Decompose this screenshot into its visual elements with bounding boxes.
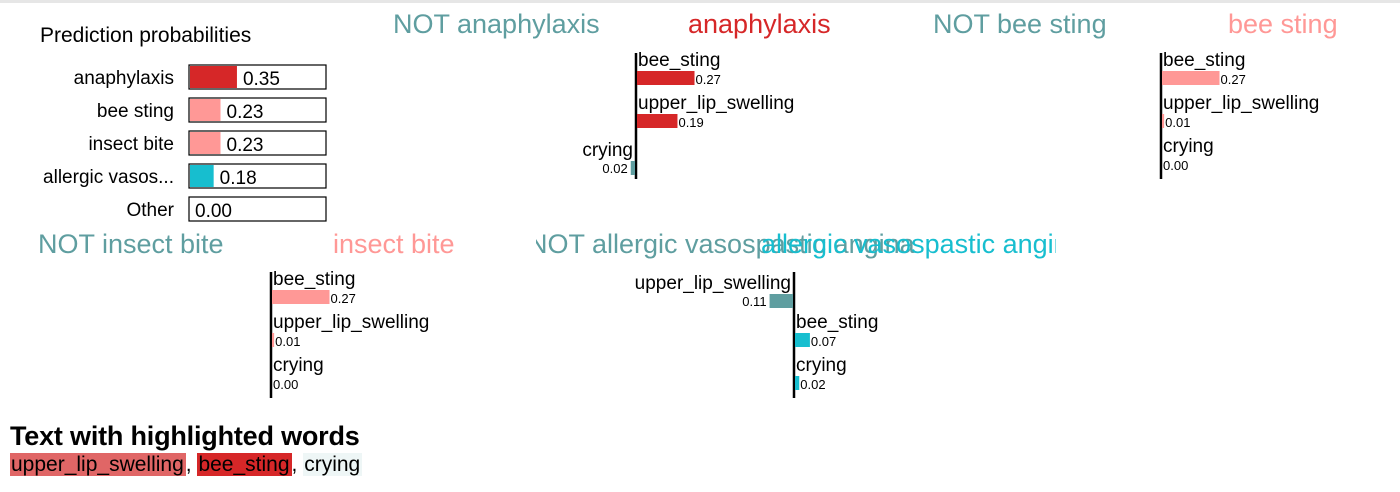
prob-value-label: 0.23 <box>227 102 264 123</box>
feature-value: 0.27 <box>331 291 356 306</box>
feature-value: 0.01 <box>1165 115 1190 130</box>
feature-value: 0.02 <box>800 377 825 392</box>
feature-value: 0.00 <box>1163 158 1188 173</box>
prob-title: Prediction probabilities <box>40 24 251 47</box>
feature-name: upper_lip_swelling <box>273 312 429 333</box>
not-class-title: NOT allergic vasospastic angina <box>536 229 916 259</box>
class-title: anaphylaxis <box>688 9 831 39</box>
feature-value: 0.02 <box>602 161 627 176</box>
feature-bar <box>272 333 275 347</box>
feature-value: 0.19 <box>678 115 703 130</box>
highlighted-word: bee_sting <box>197 453 292 476</box>
prob-category-label: insect bite <box>88 134 174 155</box>
prob-bar <box>190 165 214 187</box>
prob-bar <box>190 99 221 121</box>
explanation-panel-allergic-vasospastic-angina: NOT allergic vasospastic angina allergic … <box>536 220 1056 405</box>
prob-category-label: bee sting <box>97 101 174 122</box>
word-separator: , <box>291 453 304 476</box>
highlighted-word: crying <box>303 453 363 476</box>
explanation-panel-anaphylaxis: NOT anaphylaxis anaphylaxis bee_sting 0.27 u… <box>385 0 875 225</box>
feature-name: bee_sting <box>638 50 720 71</box>
feature-name: bee_sting <box>796 312 878 333</box>
highlighted-text-section: Text with highlighted words upper_lip_sw… <box>10 420 810 478</box>
top-divider <box>0 0 1400 3</box>
feature-name: upper_lip_swelling <box>635 273 791 294</box>
feature-bar <box>272 290 330 304</box>
feature-bar <box>637 71 695 85</box>
word-separator: , <box>185 453 198 476</box>
feature-name: crying <box>273 355 324 376</box>
feature-name: crying <box>582 140 633 161</box>
class-title: allergic vasospastic angina <box>761 229 1056 259</box>
feature-value: 0.11 <box>742 294 766 309</box>
feature-name: crying <box>1163 136 1214 157</box>
feature-value: 0.07 <box>811 334 836 349</box>
feature-bar <box>1162 114 1165 128</box>
prob-value-label: 0.35 <box>243 69 280 90</box>
prob-category-label: anaphylaxis <box>74 68 174 89</box>
not-class-title: NOT anaphylaxis <box>393 9 600 39</box>
not-class-title: NOT bee sting <box>933 9 1107 39</box>
prob-category-label: Other <box>126 200 174 221</box>
prob-bar-frame <box>188 196 327 222</box>
feature-name: bee_sting <box>273 269 355 290</box>
prob-category-label: allergic vasos... <box>43 167 174 188</box>
feature-bar <box>630 161 635 175</box>
feature-bar <box>795 333 810 347</box>
feature-name: upper_lip_swelling <box>1163 93 1319 114</box>
feature-name: upper_lip_swelling <box>638 93 794 114</box>
feature-bar <box>1162 71 1220 85</box>
feature-bar <box>795 376 800 390</box>
prediction-probabilities-chart: Prediction probabilities anaphylaxis 0.35 b… <box>40 24 327 222</box>
explanation-panel-insect-bite: NOT insect bite insect bite bee_sting 0.27 u… <box>30 220 520 405</box>
prob-value-label: 0.23 <box>227 135 264 156</box>
feature-bar <box>637 114 678 128</box>
class-title: bee sting <box>1228 9 1338 39</box>
feature-value: 0.00 <box>273 377 298 392</box>
feature-name: bee_sting <box>1163 50 1245 71</box>
prob-bar <box>190 132 221 154</box>
highlighted-text-body: upper_lip_swelling, bee_sting, crying <box>10 452 810 478</box>
class-title: insect bite <box>333 229 455 259</box>
explanation-panel-bee-sting: NOT bee sting bee sting bee_sting 0.27 upper… <box>925 0 1400 225</box>
not-class-title: NOT insect bite <box>38 229 224 259</box>
prob-value-label: 0.18 <box>220 168 257 189</box>
feature-value: 0.01 <box>275 334 300 349</box>
feature-bar <box>769 294 793 308</box>
prob-bar <box>190 66 237 88</box>
feature-value: 0.27 <box>1221 72 1246 87</box>
feature-value: 0.27 <box>696 72 721 87</box>
prob-value-label: 0.00 <box>195 201 232 222</box>
feature-name: crying <box>796 355 847 376</box>
highlighted-text-title: Text with highlighted words <box>10 421 360 451</box>
highlighted-word: upper_lip_swelling <box>10 453 186 476</box>
